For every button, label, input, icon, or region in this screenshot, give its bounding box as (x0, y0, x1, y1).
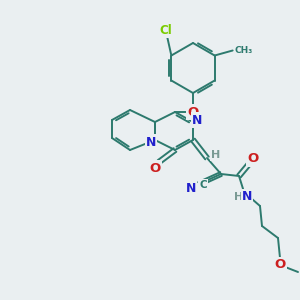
Text: N: N (242, 190, 252, 203)
Text: CH₃: CH₃ (235, 46, 253, 55)
Text: N: N (146, 136, 156, 148)
Text: N: N (186, 182, 196, 196)
Text: O: O (274, 259, 286, 272)
Text: C: C (199, 180, 207, 190)
Text: O: O (188, 106, 199, 118)
Text: N: N (192, 113, 202, 127)
Text: O: O (248, 152, 259, 166)
Text: H: H (212, 150, 220, 160)
Text: Cl: Cl (159, 24, 172, 37)
Text: H: H (234, 192, 244, 202)
Text: O: O (149, 161, 161, 175)
